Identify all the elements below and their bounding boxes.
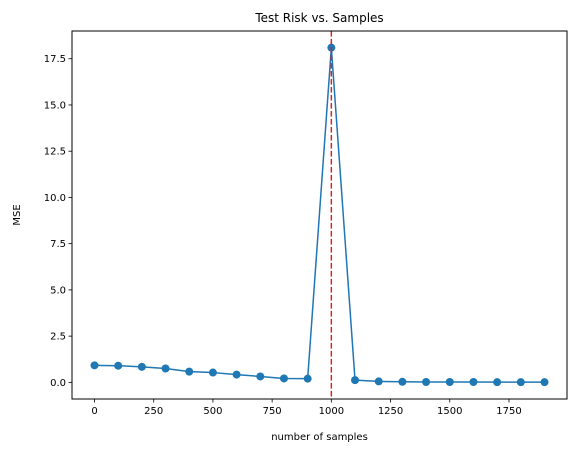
x-tick-label-2: 500: [203, 406, 222, 417]
data-point-0-6: [232, 370, 241, 379]
data-point-0-13: [398, 377, 407, 386]
data-point-0-4: [185, 367, 194, 376]
x-tick-label-4: 1000: [319, 406, 344, 417]
data-point-0-9: [303, 374, 312, 383]
data-point-0-17: [493, 378, 502, 387]
data-point-0-1: [114, 361, 123, 370]
x-tick-label-5: 1250: [378, 406, 403, 417]
x-tick-label-6: 1500: [437, 406, 462, 417]
y-tick-label-7: 17.5: [44, 54, 66, 65]
x-tick-label-7: 1750: [496, 406, 521, 417]
data-point-0-7: [256, 372, 265, 381]
y-tick-label-5: 12.5: [44, 147, 66, 158]
data-point-0-14: [422, 377, 431, 386]
data-point-0-3: [161, 364, 170, 373]
data-point-0-0: [90, 361, 99, 370]
data-point-0-12: [374, 377, 383, 386]
y-tick-label-4: 10.0: [44, 193, 66, 204]
y-tick-label-1: 2.5: [50, 332, 66, 343]
data-point-0-11: [351, 376, 360, 385]
y-tick-label-3: 7.5: [50, 239, 66, 250]
plot-frame: [71, 30, 568, 400]
data-point-0-19: [540, 378, 549, 387]
chart-title: Test Risk vs. Samples: [254, 11, 383, 25]
axis-ticks: 0 250 500 750 1000 1250 1500 1750 0.0 2.5 5.0 7.5 10…: [44, 54, 522, 417]
data-point-0-16: [469, 377, 478, 386]
y-tick-label-6: 15.0: [44, 100, 66, 111]
x-tick-label-3: 750: [263, 406, 282, 417]
data-point-0-15: [445, 377, 454, 386]
chart-marks: [90, 31, 549, 399]
data-point-0-8: [279, 374, 288, 383]
x-tick-label-0: 0: [91, 406, 97, 417]
y-axis-label: MSE: [12, 204, 23, 225]
y-tick-label-0: 0.0: [50, 378, 66, 389]
data-point-0-5: [208, 368, 217, 377]
data-point-0-18: [516, 378, 525, 387]
x-axis-label: number of samples: [271, 432, 368, 443]
x-tick-label-1: 250: [144, 406, 163, 417]
data-point-0-2: [137, 362, 146, 371]
y-tick-label-2: 5.0: [50, 285, 66, 296]
